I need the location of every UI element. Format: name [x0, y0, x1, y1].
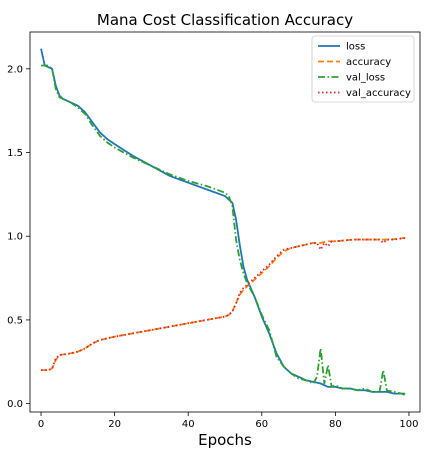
x-tick-label: 0 [38, 419, 44, 430]
plot-area [40, 48, 406, 397]
legend-label-val-loss: val_loss [346, 73, 385, 84]
legend: loss accuracy val_loss val_accuracy [311, 35, 415, 103]
x-tick-label: 100 [399, 419, 418, 430]
chart-title: Mana Cost Classification Accuracy [97, 11, 353, 29]
series-line-loss [40, 48, 406, 395]
series-line-val-loss [41, 64, 406, 397]
x-tick-label: 80 [329, 419, 342, 430]
series-line-accuracy [41, 237, 406, 372]
x-axis-label: Epochs [198, 431, 252, 449]
y-tick-label: 0.5 [7, 315, 23, 326]
axes: 0 20 40 60 80 100 0.0 0.5 1.0 1.5 2.0 [7, 31, 421, 430]
legend-label-loss: loss [346, 42, 365, 53]
legend-label-accuracy: accuracy [346, 57, 391, 68]
axes-frame [29, 31, 421, 413]
y-tick-label: 0.0 [7, 399, 23, 410]
x-tick-label: 60 [255, 419, 268, 430]
legend-box [311, 35, 415, 103]
series-line-val-accuracy [41, 237, 406, 372]
legend-label-val-accuracy: val_accuracy [346, 88, 411, 99]
x-tick-label: 20 [108, 419, 121, 430]
x-tick-label: 40 [182, 419, 195, 430]
y-tick-label: 1.5 [7, 148, 23, 159]
y-tick-label: 1.0 [7, 232, 23, 243]
y-tick-label: 2.0 [7, 64, 23, 75]
